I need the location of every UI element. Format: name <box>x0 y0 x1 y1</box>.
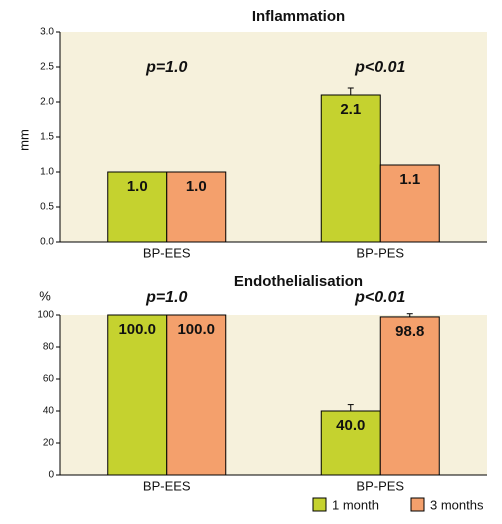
bar <box>107 314 168 476</box>
y-axis-label: % <box>39 288 51 303</box>
y-tick-label: 0.5 <box>40 202 54 213</box>
value-label: 98.8 <box>395 323 424 340</box>
annotation: p=1.0 <box>145 59 187 76</box>
y-axis-label: mm <box>16 129 31 151</box>
legend-swatch <box>312 497 327 512</box>
bar <box>166 171 227 243</box>
x-tick-label: BP-EES <box>143 245 191 260</box>
bar <box>379 164 440 243</box>
y-tick-label: 2.5 <box>40 62 54 73</box>
annotation: p=1.0 <box>145 289 187 306</box>
legend-label: 1 month <box>332 497 379 512</box>
y-tick-label: 1.0 <box>40 167 54 178</box>
y-tick-label: 60 <box>43 374 55 385</box>
value-label: 2.1 <box>340 101 361 118</box>
y-tick-label: 0.0 <box>40 237 54 248</box>
legend-swatch <box>410 497 425 512</box>
bar <box>320 94 381 243</box>
annotation: p<0.01 <box>354 289 405 306</box>
value-label: 100.0 <box>118 321 156 338</box>
value-label: 40.0 <box>336 417 365 434</box>
bar <box>166 314 227 476</box>
y-tick-label: 2.0 <box>40 97 54 108</box>
y-tick-label: 20 <box>43 438 55 449</box>
x-tick-label: BP-EES <box>143 478 191 493</box>
x-tick-label: BP-PES <box>356 245 404 260</box>
chart-title: Endothelialisation <box>234 273 363 290</box>
y-tick-label: 100 <box>37 310 54 321</box>
y-tick-label: 80 <box>43 342 55 353</box>
value-label: 100.0 <box>177 321 215 338</box>
value-label: 1.0 <box>186 178 207 195</box>
annotation: p<0.01 <box>354 59 405 76</box>
value-label: 1.1 <box>399 171 420 188</box>
y-tick-label: 0 <box>48 470 54 481</box>
legend-label: 3 months <box>430 497 484 512</box>
bar <box>379 316 440 476</box>
x-tick-label: BP-PES <box>356 478 404 493</box>
chart-title: Inflammation <box>252 8 345 25</box>
value-label: 1.0 <box>127 178 148 195</box>
y-tick-label: 40 <box>43 406 55 417</box>
y-tick-label: 1.5 <box>40 132 54 143</box>
y-tick-label: 3.0 <box>40 27 54 38</box>
